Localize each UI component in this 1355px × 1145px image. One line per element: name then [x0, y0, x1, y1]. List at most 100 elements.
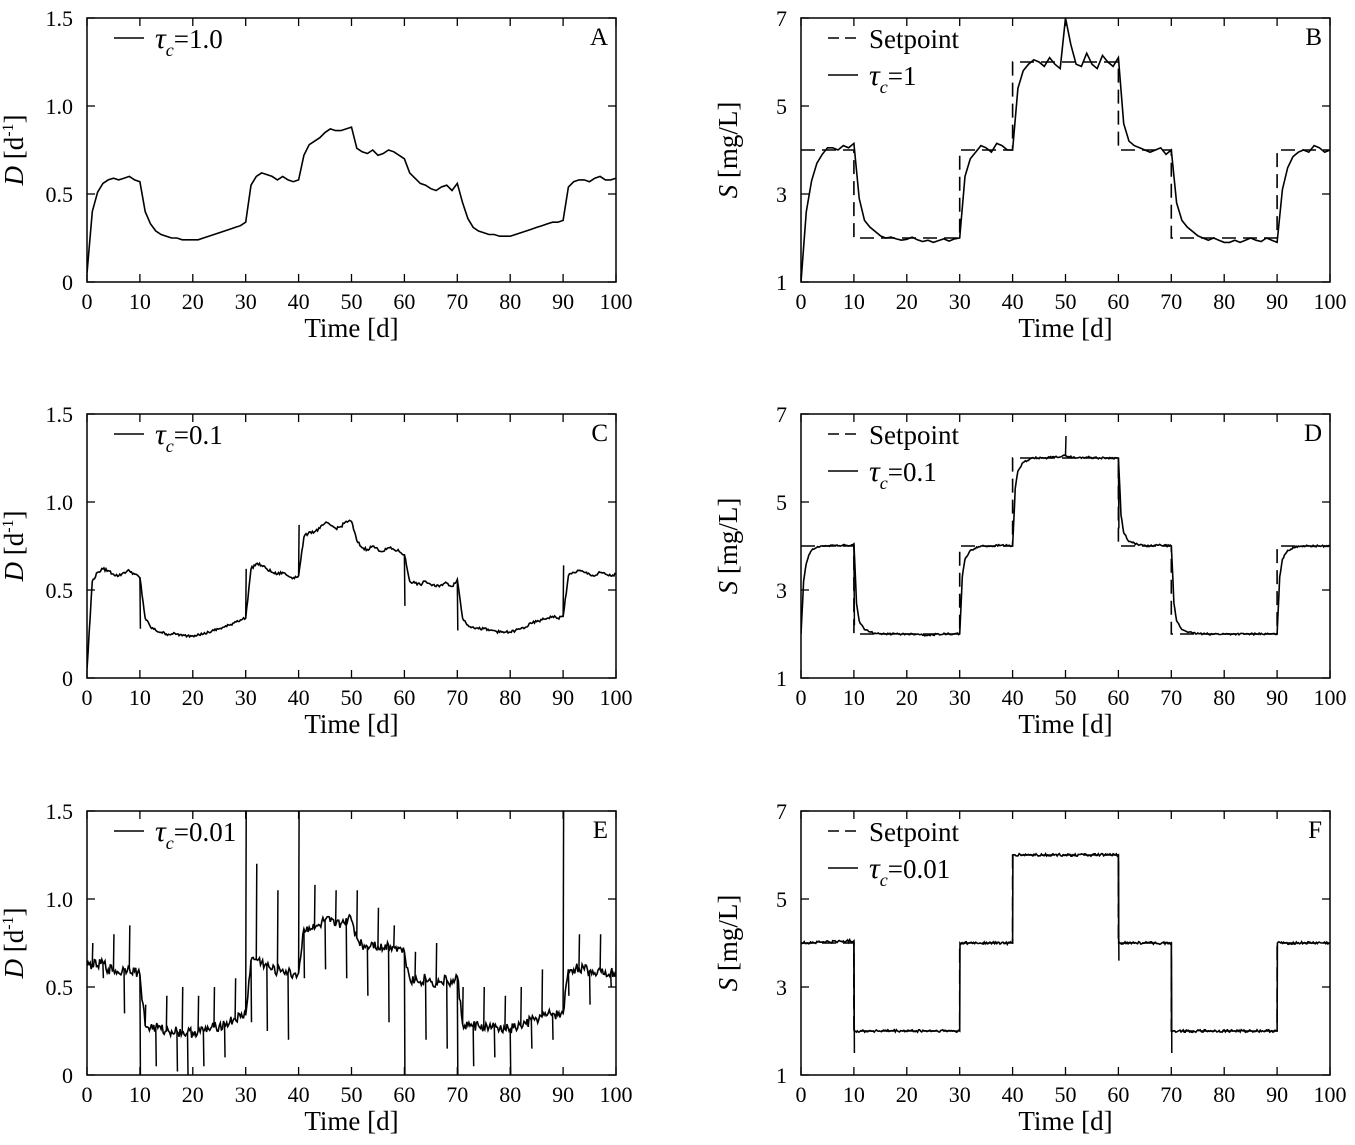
series-spike — [244, 568, 247, 619]
series-spike — [1117, 457, 1120, 529]
series-spike — [144, 1004, 147, 1026]
x-tick-label: 60 — [1107, 685, 1129, 710]
x-tick-label: 30 — [949, 685, 971, 710]
y-axis-title: D [d-1] — [0, 907, 29, 979]
series-spike — [461, 986, 464, 1024]
series-line-1 — [801, 852, 1330, 1034]
x-tick-label: 70 — [446, 1082, 468, 1107]
y-tick-label: 1.5 — [46, 402, 74, 427]
series-spike — [393, 925, 396, 947]
series-spike — [387, 944, 390, 1023]
series-line-0 — [87, 519, 616, 670]
x-tick-label: 80 — [1213, 685, 1235, 710]
series-spike — [287, 972, 290, 1040]
x-tick-label: 10 — [843, 289, 865, 314]
legend-sub: c — [166, 436, 174, 456]
panel-e: 0 10 20 30 40 50 60 70 80 90 100 0 0.5 1.0 1.5 Time [d]… — [0, 799, 633, 1136]
x-tick-label: 10 — [129, 685, 151, 710]
series-line-0 — [87, 913, 616, 1039]
panel-letter: F — [1308, 817, 1322, 844]
panel-letter: B — [1305, 24, 1322, 51]
x-tick-label: 60 — [1107, 289, 1129, 314]
series-spike — [223, 1023, 226, 1058]
series-spike — [324, 920, 327, 970]
y-axis-title: S [mg/L] — [713, 498, 743, 595]
series-line-0 — [801, 61, 1330, 239]
x-tick-label: 100 — [600, 685, 633, 710]
x-tick-label: 0 — [796, 685, 807, 710]
x-tick-label: 50 — [341, 1082, 363, 1107]
legend-label: Setpoint — [869, 24, 960, 54]
legend-tau: τ — [869, 455, 881, 488]
series-spike — [551, 1013, 554, 1040]
series-line-1 — [801, 454, 1330, 637]
x-tick-label: 70 — [446, 685, 468, 710]
y-axis-var: D — [0, 562, 29, 583]
legend-label: Setpoint — [869, 817, 960, 847]
x-tick-label: 100 — [1314, 1082, 1347, 1107]
x-tick-label: 0 — [82, 685, 93, 710]
plot-frame — [800, 810, 1331, 1076]
y-tick-label: 1 — [776, 1063, 787, 1088]
legend-value: =0.01 — [888, 854, 950, 884]
series-spike — [123, 969, 126, 1014]
series-spike — [112, 934, 115, 970]
x-tick-label: 70 — [1160, 289, 1182, 314]
series-spike — [234, 978, 237, 1019]
series-spike — [303, 928, 306, 979]
x-tick-label: 60 — [393, 289, 415, 314]
series-spike — [530, 1020, 533, 1049]
y-tick-label: 5 — [776, 94, 787, 119]
x-tick-label: 50 — [1055, 289, 1077, 314]
series-spike — [414, 951, 417, 980]
series-spike — [266, 965, 269, 1032]
series-spike — [403, 951, 406, 1075]
x-tick-label: 0 — [796, 289, 807, 314]
x-tick-label: 20 — [896, 1082, 918, 1107]
series-spike — [139, 577, 142, 629]
legend-tau: τ — [155, 418, 167, 451]
x-tick-label: 70 — [1160, 1082, 1182, 1107]
x-axis-title: Time [d] — [1018, 709, 1112, 739]
y-tick-label: 0 — [62, 666, 73, 691]
legend-label: Setpoint — [869, 420, 960, 450]
y-axis-end: ] — [0, 114, 29, 123]
series-spike — [562, 811, 565, 1014]
y-tick-label: 0.5 — [46, 975, 74, 1000]
x-tick-label: 20 — [182, 685, 204, 710]
x-tick-label: 50 — [341, 685, 363, 710]
x-tick-label: 80 — [499, 685, 521, 710]
y-tick-label: 1.5 — [46, 799, 74, 824]
legend-label: τc=0.1 — [869, 455, 937, 493]
panel-b: 0 10 20 30 40 50 60 70 80 90 100 1 3 5 7 Time [d] S [mg/… — [713, 6, 1347, 343]
plot-frame — [800, 17, 1331, 283]
series-spike — [578, 934, 581, 968]
x-tick-label: 100 — [600, 1082, 633, 1107]
x-tick-label: 60 — [393, 685, 415, 710]
legend-sub: c — [880, 473, 888, 493]
legend-value: =1.0 — [174, 24, 223, 54]
series-spike — [255, 863, 258, 959]
series-spike — [493, 1027, 496, 1058]
legend-tau: τ — [155, 815, 167, 848]
series-spike — [1170, 942, 1173, 1054]
series-spike — [1064, 435, 1067, 456]
series-spike — [456, 976, 459, 1075]
x-tick-label: 40 — [1002, 1082, 1024, 1107]
x-tick-label: 30 — [949, 1082, 971, 1107]
x-tick-label: 20 — [182, 1082, 204, 1107]
y-tick-label: 7 — [776, 6, 787, 31]
series-spike — [356, 890, 359, 938]
series-spike — [91, 942, 94, 965]
legend-value: =1 — [888, 61, 917, 91]
y-axis-unit: [d — [0, 136, 29, 166]
legend-label: τc=1.0 — [155, 22, 223, 60]
x-tick-label: 60 — [393, 1082, 415, 1107]
x-tick-label: 40 — [288, 685, 310, 710]
x-tick-label: 40 — [1002, 685, 1024, 710]
series-line-1 — [801, 18, 1330, 282]
series-spike — [588, 971, 591, 1005]
y-axis-sup: -1 — [0, 519, 17, 532]
y-tick-label: 7 — [776, 402, 787, 427]
series-spike — [853, 543, 856, 626]
